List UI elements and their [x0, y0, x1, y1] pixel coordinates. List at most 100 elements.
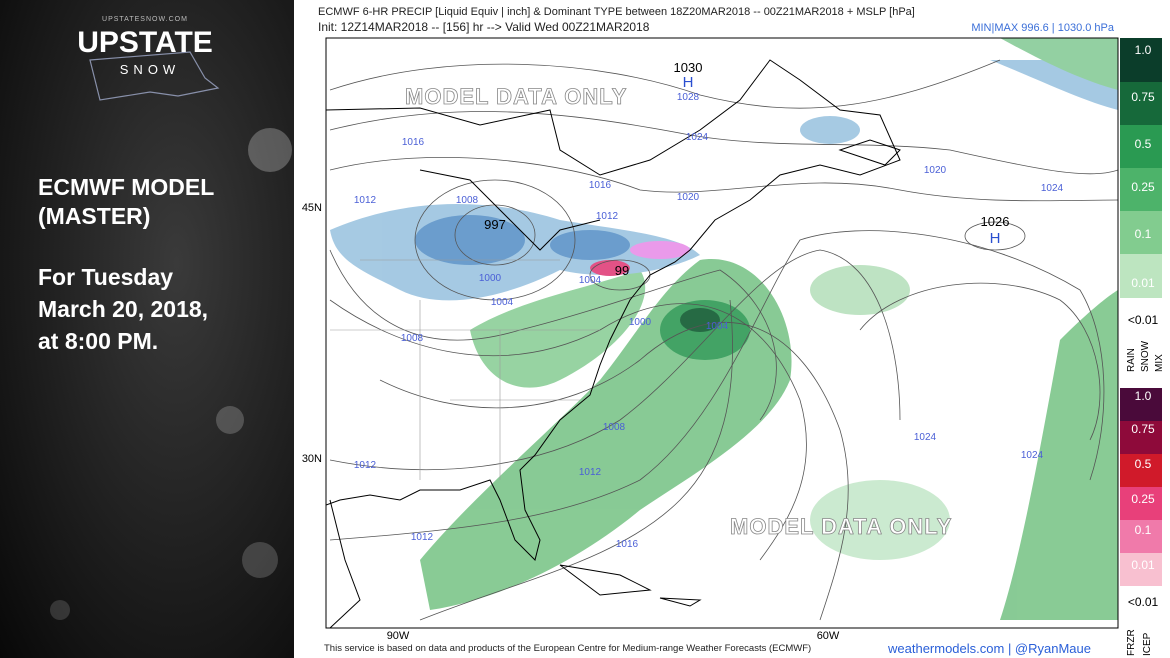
- legend-label: 1.0: [1135, 389, 1152, 403]
- map-init: Init: 12Z14MAR2018 -- [156] hr --> Valid…: [318, 20, 650, 34]
- sidebar-bg: [0, 0, 294, 658]
- pressure-label: 1026: [981, 214, 1010, 229]
- legend-swatch: [1120, 211, 1162, 254]
- precip-rain: [810, 480, 950, 560]
- legend-label: <0.01: [1128, 595, 1159, 609]
- legend-label: 0.5: [1135, 137, 1152, 151]
- legend-swatch: [1120, 125, 1162, 168]
- legend-label: 0.5: [1135, 457, 1152, 471]
- legend-swatch: [1120, 487, 1162, 520]
- legend-label: 0.25: [1131, 492, 1155, 506]
- map-minmax: MIN|MAX 996.6 | 1030.0 hPa: [971, 22, 1115, 34]
- pressure-label: 1024: [1041, 183, 1064, 194]
- sidebar-line: (MASTER): [38, 203, 150, 229]
- pressure-label: 1024: [914, 432, 937, 443]
- legend-label: 0.75: [1131, 90, 1155, 104]
- sidebar-line: at 8:00 PM.: [38, 328, 158, 354]
- legend-swatch: [1120, 553, 1162, 586]
- map-title: ECMWF 6-HR PRECIP [Liquid Equiv | inch] …: [318, 6, 915, 18]
- pressure-label: 1016: [616, 539, 639, 550]
- pressure-label: 1028: [677, 92, 700, 103]
- legend-label: 0.25: [1131, 180, 1155, 194]
- legend-type: RAIN: [1126, 348, 1137, 372]
- legend-swatch: [1120, 38, 1162, 82]
- snowflake: [242, 542, 278, 578]
- pressure-label: 1016: [402, 137, 425, 148]
- pressure-center: H: [990, 230, 1001, 247]
- lon-label: 90W: [387, 630, 410, 642]
- pressure-label: 1024: [1021, 450, 1044, 461]
- legend: 1.0 0.75 0.5 0.25 0.1 0.01 <0.01 RAIN SN…: [1120, 38, 1165, 656]
- pressure-label: 1024: [686, 132, 709, 143]
- legend-label: <0.01: [1128, 313, 1159, 327]
- precip-rain: [810, 265, 910, 315]
- precip-rain: [680, 308, 720, 332]
- watermark: MODEL DATA ONLY: [405, 84, 627, 109]
- legend-swatch: [1120, 82, 1162, 125]
- pressure-label: 1008: [603, 422, 626, 433]
- pressure-label: 1012: [411, 532, 434, 543]
- precip-snow: [550, 230, 630, 260]
- map: MODEL DATA ONLY MODEL DATA ONLY 1030 H 1…: [302, 37, 1119, 642]
- isobars: [329, 59, 1118, 621]
- legend-label: 0.01: [1131, 276, 1155, 290]
- precip-mix: [630, 241, 690, 259]
- legend-label: 0.1: [1135, 227, 1152, 241]
- legend-label: 0.75: [1131, 422, 1155, 436]
- pressure-label: 1008: [401, 333, 424, 344]
- sidebar-line: For Tuesday: [38, 264, 173, 290]
- legend-type: SNOW: [1140, 340, 1151, 372]
- pressure-label: 1030: [674, 60, 703, 75]
- precip-snow: [415, 215, 525, 265]
- legend-type: ICEP: [1142, 632, 1153, 656]
- precip-snow: [800, 116, 860, 144]
- sidebar-line: ECMWF MODEL: [38, 174, 214, 200]
- legend-swatch: [1120, 454, 1162, 487]
- legend-swatch: [1120, 254, 1162, 298]
- pressure-label: 1020: [677, 192, 700, 203]
- lat-label: 30N: [302, 453, 322, 465]
- legend-label: 1.0: [1135, 43, 1152, 57]
- legend-label: 0.01: [1131, 558, 1155, 572]
- pressure-center: H: [683, 74, 694, 91]
- pressure-label: 1020: [924, 165, 947, 176]
- pressure-label: 1016: [589, 180, 612, 191]
- map-frame: [325, 37, 1119, 629]
- sidebar: UPSTATESNOW.COM UPSTATE SNOW ECMWF MODEL…: [0, 0, 294, 658]
- legend-swatch: [1120, 168, 1162, 211]
- snowflake: [248, 128, 292, 172]
- pressure-label: 1012: [354, 460, 377, 471]
- pressure-label: 1012: [596, 211, 619, 222]
- footer-site: weathermodels.com | @RyanMaue: [887, 641, 1091, 656]
- pressure-label: 99: [615, 263, 629, 278]
- logo-title: UPSTATE: [77, 26, 213, 59]
- logo-site: UPSTATESNOW.COM: [102, 16, 188, 23]
- pressure-label: 1012: [354, 195, 377, 206]
- coastlines: [326, 59, 901, 628]
- watermark: MODEL DATA ONLY: [730, 514, 952, 539]
- logo-state-outline: [89, 51, 220, 101]
- legend-swatch: [1120, 520, 1162, 553]
- legend-swatch: [1120, 388, 1162, 421]
- footer-credit: This service is based on data and produc…: [324, 643, 811, 654]
- pressure-label: 997: [484, 217, 506, 232]
- lon-label: 60W: [817, 630, 840, 642]
- pressure-label: 1004: [579, 275, 602, 286]
- lat-label: 45N: [302, 202, 322, 214]
- precip-rain: [1000, 38, 1118, 90]
- precip: [330, 38, 1118, 620]
- pressure-label: 1000: [629, 317, 652, 328]
- pressure-label: 1000: [479, 273, 502, 284]
- logo-subtitle: SNOW: [120, 62, 180, 77]
- precip-rain: [1000, 290, 1118, 620]
- precip-rain: [470, 270, 646, 388]
- pressure-label: 1008: [456, 195, 479, 206]
- snowflake: [50, 600, 70, 620]
- legend-type: FRZR: [1126, 629, 1137, 656]
- sidebar-line: March 20, 2018,: [38, 296, 208, 322]
- pressure-label: 1012: [579, 467, 602, 478]
- pressure-label: 1004: [491, 297, 514, 308]
- snowflake: [216, 406, 244, 434]
- pressure-label: 1004: [706, 321, 729, 332]
